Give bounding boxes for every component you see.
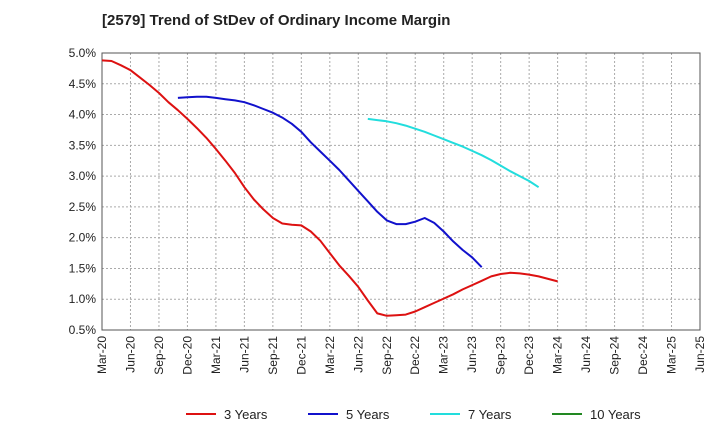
x-tick-label: Jun-25 — [693, 336, 707, 373]
chart-title: [2579] Trend of StDev of Ordinary Income… — [102, 12, 451, 29]
x-tick-label: Dec-22 — [408, 336, 422, 375]
plot-area — [102, 53, 700, 330]
x-tick-label: Jun-23 — [465, 336, 479, 373]
y-tick-label: 1.5% — [69, 261, 97, 275]
x-tick-label: Mar-25 — [665, 336, 679, 374]
y-tick-label: 0.5% — [69, 323, 97, 337]
x-tick-label: Jun-20 — [123, 336, 137, 373]
y-tick-label: 2.0% — [69, 231, 97, 245]
x-tick-label: Mar-21 — [209, 336, 223, 374]
x-tick-label: Dec-20 — [180, 336, 194, 375]
series-line-5-years — [177, 95, 483, 268]
series-line-7-years — [367, 117, 540, 189]
y-tick-label: 5.0% — [69, 46, 97, 60]
y-tick-label: 2.5% — [69, 200, 97, 214]
x-tick-label: Sep-20 — [152, 336, 166, 375]
x-tick-label: Mar-20 — [95, 336, 109, 374]
y-tick-label: 1.0% — [69, 292, 97, 306]
y-tick-label: 4.0% — [69, 108, 97, 122]
legend-label-5-years: 5 Years — [346, 407, 390, 422]
x-tick-label: Jun-22 — [351, 336, 365, 373]
legend-label-3-years: 3 Years — [224, 407, 268, 422]
x-tick-label: Mar-24 — [551, 336, 565, 374]
x-tick-label: Sep-24 — [608, 336, 622, 375]
x-tick-label: Dec-23 — [522, 336, 536, 375]
x-tick-label: Dec-21 — [294, 336, 308, 375]
x-tick-label: Mar-23 — [437, 336, 451, 374]
y-tick-label: 4.5% — [69, 77, 97, 91]
x-tick-label: Jun-21 — [237, 336, 251, 373]
x-tick-label: Jun-24 — [579, 336, 593, 373]
y-tick-label: 3.5% — [69, 138, 97, 152]
series-line-3-years — [101, 59, 558, 317]
x-tick-label: Sep-23 — [494, 336, 508, 375]
plot-border — [101, 52, 701, 331]
legend-label-10-years: 10 Years — [590, 407, 641, 422]
x-tick-label: Sep-22 — [380, 336, 394, 375]
legend-label-7-years: 7 Years — [468, 407, 512, 422]
x-tick-label: Sep-21 — [266, 336, 280, 375]
x-tick-label: Dec-24 — [636, 336, 650, 375]
y-tick-label: 3.0% — [69, 169, 97, 183]
x-tick-label: Mar-22 — [323, 336, 337, 374]
